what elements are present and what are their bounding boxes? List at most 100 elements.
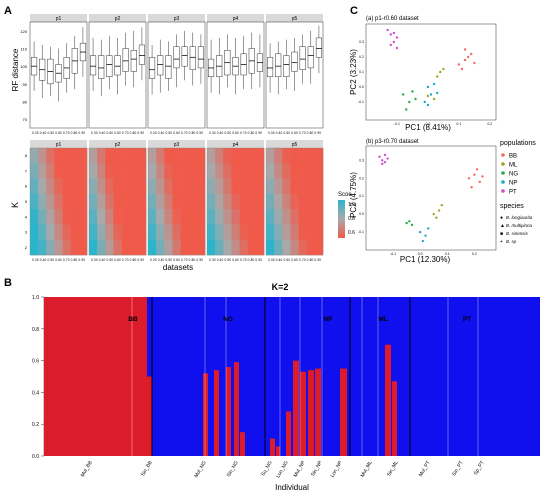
pca-point (411, 90, 414, 93)
pca-point (410, 223, 414, 227)
heat-cell (290, 209, 299, 225)
struct-bar (293, 360, 299, 456)
struct-sample-label: Mul_NG (193, 460, 207, 479)
heat-cell (180, 148, 190, 164)
box (267, 57, 274, 78)
heat-cell (113, 209, 122, 225)
heat-cell (274, 163, 283, 179)
struct-bar (308, 370, 314, 456)
struct-sample-label: Sin_NG (226, 460, 240, 478)
heat-cell (215, 163, 224, 179)
heat-cell (62, 193, 72, 210)
pca-panel (365, 145, 497, 251)
pca-bottom-title: (b) p3-r0.70 dataset (366, 139, 419, 145)
facet-strip (207, 14, 264, 22)
pca-point (423, 100, 427, 104)
heat-cell (266, 178, 275, 195)
heat-cell (121, 148, 131, 164)
pca-point (408, 100, 411, 104)
pca-point (389, 33, 392, 36)
box-y-tick: 80 (23, 100, 28, 105)
heat-cell (306, 193, 316, 210)
heat-cell (266, 163, 275, 179)
struct-bar (214, 370, 219, 456)
heat-cell (156, 163, 165, 179)
heat-cell (306, 148, 316, 164)
pca-top-y-label: PC2 (3.23%) (349, 49, 358, 95)
heat-cell (156, 178, 165, 195)
heat-cell (290, 178, 299, 195)
struct-bar (240, 432, 245, 456)
heat-cell (239, 193, 249, 210)
pop-legend-label: ML (509, 163, 518, 169)
box (299, 46, 306, 70)
heat-cell (188, 239, 198, 256)
heat-y-label: K (10, 202, 20, 208)
heat-cell (207, 209, 216, 225)
heat-cell (129, 163, 139, 179)
box (138, 44, 145, 65)
pop-legend-label: NP (509, 181, 517, 187)
heat-cell (247, 239, 257, 256)
heat-cell (282, 224, 291, 241)
box (114, 55, 121, 76)
heat-cell (298, 178, 308, 195)
heat-cell (46, 148, 55, 164)
heat-cell (89, 209, 98, 225)
struct-y-tick-label: 0.6 (32, 359, 39, 365)
heat-cell (70, 209, 80, 225)
pca-point (395, 46, 399, 50)
pca-point (426, 94, 430, 98)
box (181, 46, 188, 67)
pca-point (442, 67, 445, 71)
heat-cell (223, 178, 232, 195)
struct-sample-label: Mul_PT (418, 460, 432, 478)
heat-cell (196, 224, 206, 241)
struct-group-label: ML (378, 316, 387, 323)
heat-cell (255, 209, 265, 225)
heat-cell (196, 178, 206, 195)
facet-strip (266, 14, 323, 22)
struct-sample-label: Sin_PT (451, 460, 464, 477)
heat-cell (172, 163, 181, 179)
struct-sample-label: Sp_PT (473, 460, 486, 476)
heat-cell (164, 178, 173, 195)
struct-bar (270, 297, 275, 456)
pop-legend-title: populations (500, 140, 536, 147)
heat-cell (97, 193, 106, 210)
heat-cell (172, 209, 181, 225)
heat-cell (62, 178, 72, 195)
heat-cell (282, 148, 291, 164)
panel-c: C (a) p1-r0.60 dataset PC1 (8.41%) PC2 (… (349, 5, 536, 264)
facet-panel (206, 147, 265, 256)
pca-y-tick: 0.1 (359, 194, 364, 198)
heat-cell (97, 163, 106, 179)
heat-cell (70, 224, 80, 241)
structure-title: K=2 (272, 282, 289, 292)
pca-point (426, 85, 430, 89)
heat-x-label: datasets (163, 263, 193, 272)
heat-cell (137, 239, 147, 256)
struct-group-label: BB (128, 316, 138, 323)
heat-cell (188, 193, 198, 210)
struct-bar (392, 297, 397, 456)
heat-cell (298, 209, 308, 225)
heat-cell (46, 178, 55, 195)
struct-sample-label: Sin_NP (310, 459, 324, 477)
heat-cell (54, 163, 63, 179)
panel-b-label: B (4, 277, 12, 289)
pca-point (392, 40, 396, 44)
heat-cell (231, 163, 240, 179)
pca-x-tick: -0.1 (394, 122, 400, 126)
pca-point (378, 155, 381, 158)
heat-cell (121, 209, 131, 225)
heat-cell (30, 148, 39, 164)
heat-cell (97, 178, 106, 195)
box (197, 46, 204, 69)
heat-cell (30, 163, 39, 179)
pca-point (386, 28, 389, 32)
heat-cell (62, 224, 72, 241)
heat-cell (215, 193, 224, 210)
pca-x-tick: 0.2 (472, 252, 477, 256)
